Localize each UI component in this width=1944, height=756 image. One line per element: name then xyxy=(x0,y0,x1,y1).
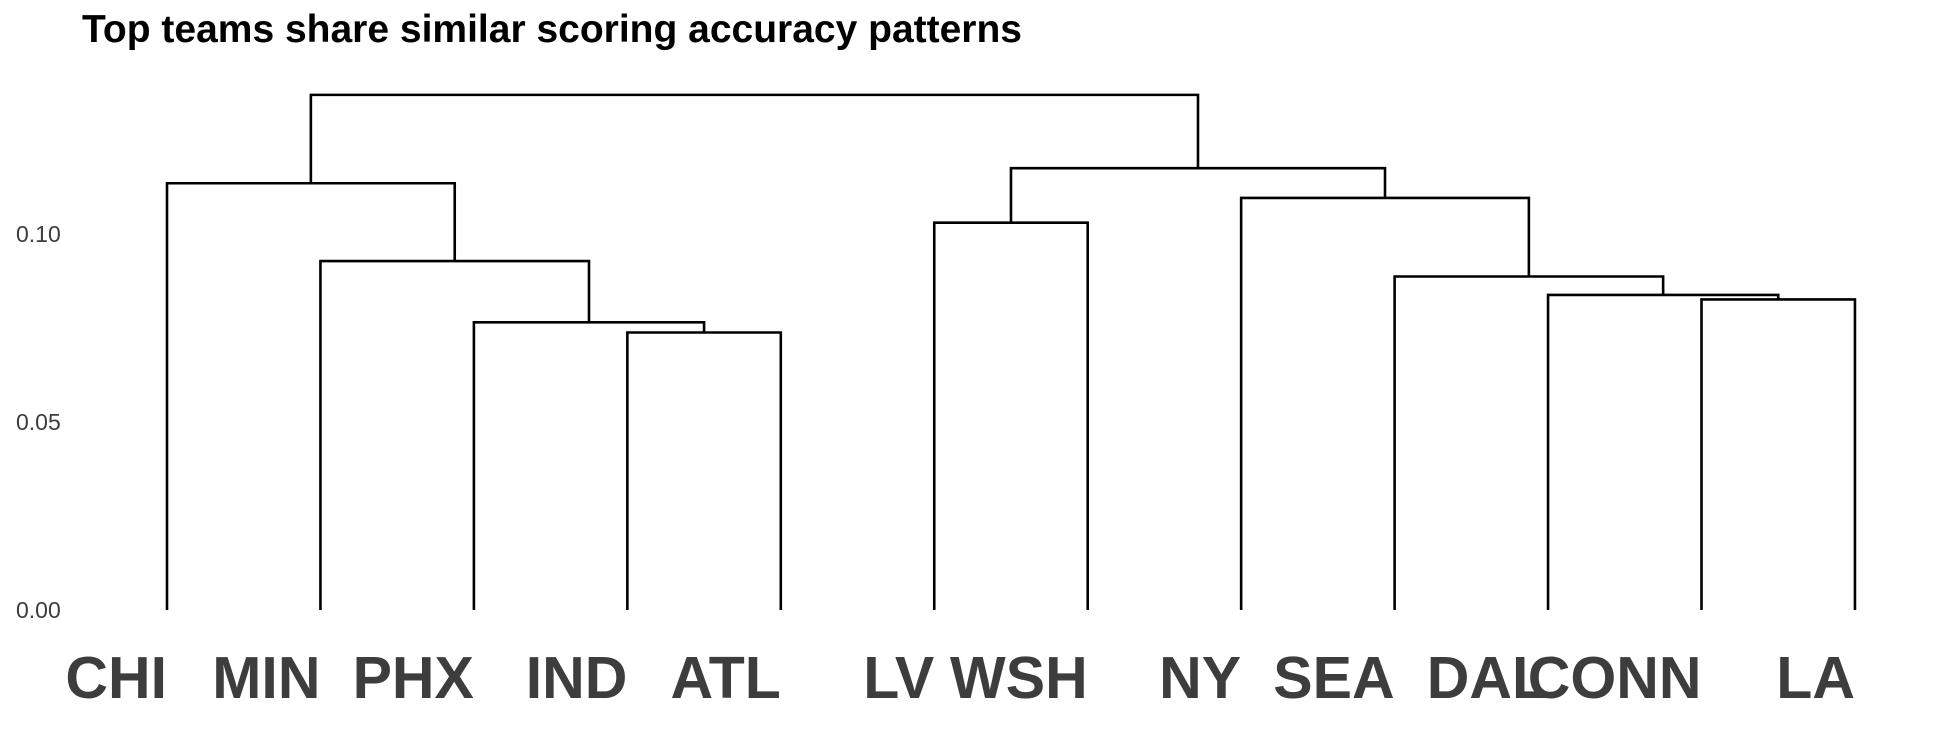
y-tick-label: 0.10 xyxy=(16,221,61,247)
leaf-label: ATL xyxy=(670,645,780,711)
dendrogram-link xyxy=(165,181,457,610)
leaf-label: LV xyxy=(863,645,934,711)
leaf-label: SEA xyxy=(1273,645,1394,711)
leaf-label: LA xyxy=(1776,645,1855,711)
dendrogram-link xyxy=(1239,196,1531,610)
dendrogram-link xyxy=(309,93,1200,184)
leaf-label: PHX xyxy=(353,645,474,711)
dendrogram-link xyxy=(1393,275,1665,610)
leaf-label: CHI xyxy=(65,645,167,711)
dendrogram-link xyxy=(1700,298,1857,610)
dendrogram-link xyxy=(319,259,591,610)
leaf-label: DAL xyxy=(1427,645,1548,711)
y-axis: 0.00 0.05 0.10 xyxy=(16,221,61,623)
dendrogram-link xyxy=(472,321,706,610)
dendrogram-link xyxy=(1009,166,1387,223)
y-tick-label: 0.00 xyxy=(16,597,61,623)
dendrogram-link xyxy=(626,331,783,610)
leaf-label: IND xyxy=(526,645,628,711)
leaf-label: NY xyxy=(1159,645,1241,711)
leaf-label: CONN xyxy=(1528,645,1702,711)
y-tick-label: 0.05 xyxy=(16,409,61,435)
dendrogram-links xyxy=(165,93,1857,610)
dendrogram-link xyxy=(932,221,1089,610)
leaf-label: WSH xyxy=(950,645,1088,711)
leaf-label: MIN xyxy=(212,645,320,711)
dendrogram-link xyxy=(1546,293,1780,610)
chart-title: Top teams share similar scoring accuracy… xyxy=(82,8,1022,51)
